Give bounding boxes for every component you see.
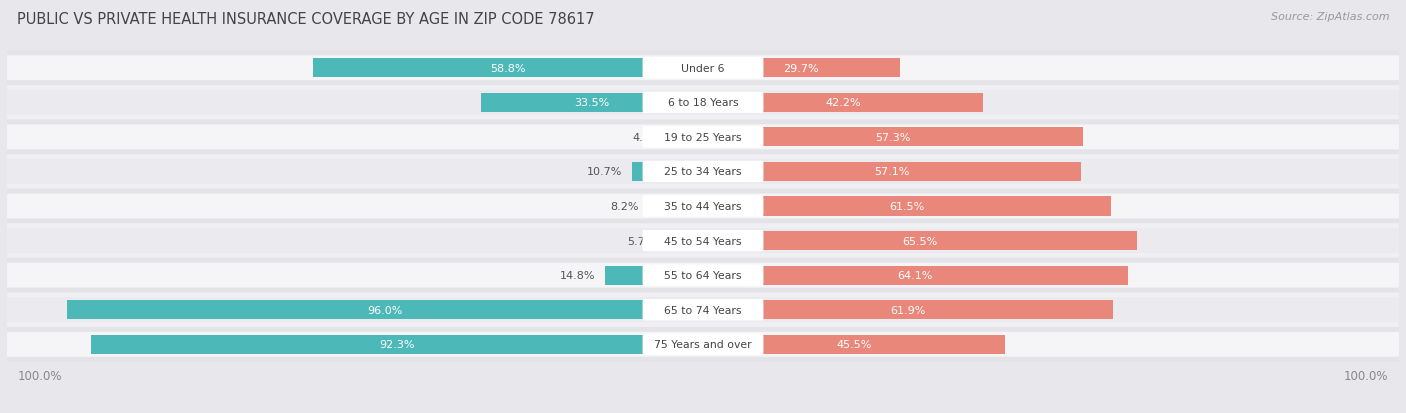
Text: 96.0%: 96.0% [367, 305, 402, 315]
Text: Source: ZipAtlas.com: Source: ZipAtlas.com [1271, 12, 1389, 22]
FancyBboxPatch shape [643, 299, 763, 320]
Text: PUBLIC VS PRIVATE HEALTH INSURANCE COVERAGE BY AGE IN ZIP CODE 78617: PUBLIC VS PRIVATE HEALTH INSURANCE COVER… [17, 12, 595, 27]
FancyBboxPatch shape [7, 51, 1399, 86]
Bar [665, 232, 703, 250]
Bar [671, 128, 703, 147]
Bar [91, 335, 703, 354]
FancyBboxPatch shape [7, 194, 1399, 219]
FancyBboxPatch shape [643, 161, 763, 183]
Text: 14.8%: 14.8% [560, 271, 595, 280]
FancyBboxPatch shape [7, 293, 1399, 327]
FancyBboxPatch shape [7, 90, 1399, 116]
Bar [703, 128, 1083, 147]
FancyBboxPatch shape [7, 120, 1399, 155]
Text: 45 to 54 Years: 45 to 54 Years [664, 236, 742, 246]
Bar [605, 266, 703, 285]
Bar [66, 301, 703, 320]
FancyBboxPatch shape [7, 297, 1399, 323]
Text: 57.1%: 57.1% [875, 167, 910, 177]
FancyBboxPatch shape [7, 327, 1399, 362]
Text: Under 6: Under 6 [682, 64, 724, 74]
FancyBboxPatch shape [7, 159, 1399, 185]
FancyBboxPatch shape [7, 224, 1399, 258]
Text: 8.2%: 8.2% [610, 202, 638, 211]
Text: 29.7%: 29.7% [783, 64, 820, 74]
FancyBboxPatch shape [7, 228, 1399, 254]
Text: 57.3%: 57.3% [875, 133, 911, 142]
Bar [703, 266, 1128, 285]
Text: 65.5%: 65.5% [903, 236, 938, 246]
Bar [648, 197, 703, 216]
FancyBboxPatch shape [643, 265, 763, 286]
Bar [703, 197, 1111, 216]
Text: 55 to 64 Years: 55 to 64 Years [664, 271, 742, 280]
Bar [633, 163, 703, 181]
FancyBboxPatch shape [7, 86, 1399, 120]
FancyBboxPatch shape [643, 127, 763, 148]
FancyBboxPatch shape [7, 189, 1399, 224]
Text: 61.5%: 61.5% [889, 202, 924, 211]
FancyBboxPatch shape [7, 155, 1399, 189]
FancyBboxPatch shape [643, 58, 763, 79]
FancyBboxPatch shape [7, 258, 1399, 293]
Bar [314, 59, 703, 78]
Text: 64.1%: 64.1% [898, 271, 934, 280]
FancyBboxPatch shape [643, 93, 763, 114]
Bar [703, 163, 1081, 181]
Bar [481, 93, 703, 112]
FancyBboxPatch shape [643, 334, 763, 355]
FancyBboxPatch shape [643, 196, 763, 217]
Text: 45.5%: 45.5% [837, 339, 872, 349]
Text: 61.9%: 61.9% [890, 305, 925, 315]
Text: 75 Years and over: 75 Years and over [654, 339, 752, 349]
Text: 33.5%: 33.5% [575, 98, 610, 108]
Bar [703, 301, 1114, 320]
Bar [703, 232, 1137, 250]
Text: 92.3%: 92.3% [380, 339, 415, 349]
Text: 35 to 44 Years: 35 to 44 Years [664, 202, 742, 211]
Text: 65 to 74 Years: 65 to 74 Years [664, 305, 742, 315]
Text: 6 to 18 Years: 6 to 18 Years [668, 98, 738, 108]
Text: 5.7%: 5.7% [627, 236, 655, 246]
Text: 10.7%: 10.7% [586, 167, 621, 177]
Bar [703, 59, 900, 78]
Text: 42.2%: 42.2% [825, 98, 860, 108]
FancyBboxPatch shape [643, 230, 763, 252]
Bar [703, 335, 1004, 354]
Text: 19 to 25 Years: 19 to 25 Years [664, 133, 742, 142]
Text: 25 to 34 Years: 25 to 34 Years [664, 167, 742, 177]
FancyBboxPatch shape [7, 332, 1399, 357]
Bar [703, 93, 983, 112]
FancyBboxPatch shape [7, 56, 1399, 81]
Text: 4.8%: 4.8% [633, 133, 661, 142]
Text: 58.8%: 58.8% [491, 64, 526, 74]
FancyBboxPatch shape [7, 263, 1399, 288]
FancyBboxPatch shape [7, 125, 1399, 150]
